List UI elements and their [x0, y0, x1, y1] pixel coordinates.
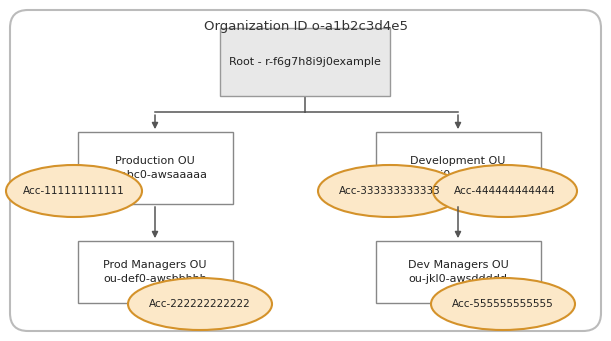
- FancyBboxPatch shape: [78, 132, 233, 204]
- Ellipse shape: [128, 278, 272, 330]
- FancyBboxPatch shape: [220, 28, 390, 96]
- Text: Acc-444444444444: Acc-444444444444: [454, 186, 556, 196]
- Text: Dev Managers OU
ou-jkl0-awsddddd: Dev Managers OU ou-jkl0-awsddddd: [408, 261, 508, 284]
- Text: Root - r-f6g7h8i9j0example: Root - r-f6g7h8i9j0example: [229, 57, 381, 67]
- Ellipse shape: [6, 165, 142, 217]
- Ellipse shape: [431, 278, 575, 330]
- Text: Prod Managers OU
ou-def0-awsbbbbb: Prod Managers OU ou-def0-awsbbbbb: [103, 261, 207, 284]
- Text: Production OU
ou-abc0-awsaaaaa: Production OU ou-abc0-awsaaaaa: [103, 157, 208, 180]
- Text: Acc-222222222222: Acc-222222222222: [149, 299, 251, 309]
- Ellipse shape: [318, 165, 462, 217]
- FancyBboxPatch shape: [78, 241, 233, 303]
- Text: Organization ID o-a1b2c3d4e5: Organization ID o-a1b2c3d4e5: [203, 20, 408, 33]
- Text: Acc-555555555555: Acc-555555555555: [452, 299, 554, 309]
- Text: Development OU
ou-ghi0-awsccccc: Development OU ou-ghi0-awsccccc: [409, 157, 507, 180]
- FancyBboxPatch shape: [376, 132, 541, 204]
- FancyBboxPatch shape: [376, 241, 541, 303]
- Text: Acc-333333333333: Acc-333333333333: [339, 186, 441, 196]
- Text: Acc-111111111111: Acc-111111111111: [23, 186, 125, 196]
- FancyBboxPatch shape: [10, 10, 601, 331]
- Ellipse shape: [433, 165, 577, 217]
